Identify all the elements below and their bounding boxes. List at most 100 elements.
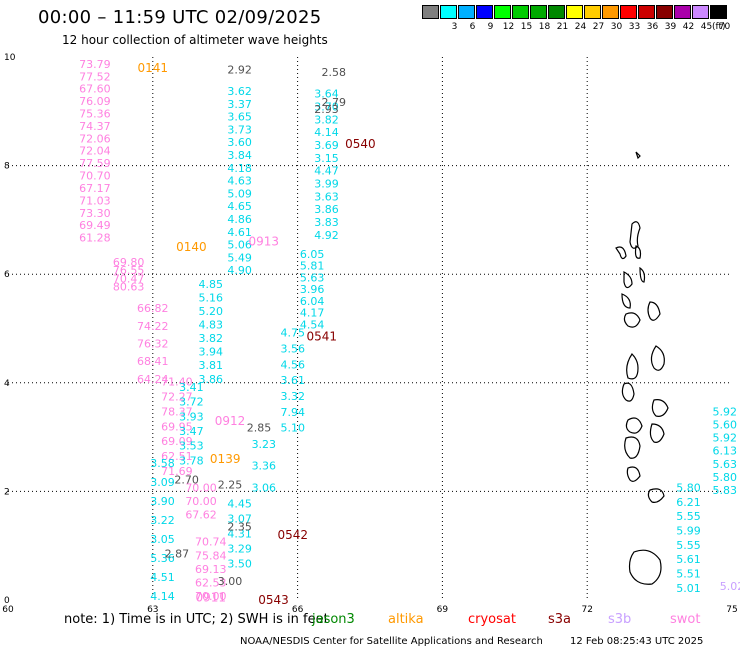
wave-height-value: 76.55: [113, 264, 145, 277]
wave-height-value: 70.47: [113, 272, 145, 285]
legend-swatch: [530, 5, 547, 19]
y-tick-label: 0: [4, 596, 10, 606]
wave-height-value: 4.18: [227, 162, 252, 175]
wave-height-value: 3.37: [227, 98, 252, 111]
legend-label: 30: [610, 22, 623, 32]
wave-height-value: 3.58: [150, 457, 175, 470]
wave-height-value: 64.24: [137, 373, 169, 386]
island-outline: [639, 266, 646, 283]
wave-height-value: 3.00: [218, 575, 243, 588]
wave-height-value: 3.82: [314, 113, 339, 126]
wave-height-value: 69.13: [195, 563, 227, 576]
wave-height-value: 3.81: [198, 359, 223, 372]
x-tick-label: 75: [726, 605, 737, 615]
satellite-name: cryosat: [468, 612, 516, 627]
wave-height-value: 4.47: [314, 165, 339, 178]
wave-height-value: 69.49: [79, 219, 111, 232]
island-outline: [624, 436, 641, 459]
wave-height-value: 4.83: [198, 319, 223, 332]
wave-height-value: 5.92: [713, 432, 738, 445]
island-outline: [623, 312, 641, 328]
wave-height-value: 6.05: [300, 248, 325, 261]
wave-height-value: 5.55: [676, 510, 701, 523]
wave-height-value: 3.61: [281, 374, 306, 387]
wave-height-value: 4.14: [150, 590, 175, 603]
legend-swatch: [584, 5, 601, 19]
wave-height-value: 5.16: [198, 291, 223, 304]
wave-height-value: 3.22: [150, 514, 175, 527]
coastline: [615, 151, 669, 585]
wave-height-value: 4.31: [227, 528, 252, 541]
wave-height-value: 4.65: [227, 200, 252, 213]
pass-time-label: 0540: [345, 137, 376, 151]
wave-height-value: 2.92: [227, 63, 252, 76]
wave-height-value: 3.90: [150, 495, 175, 508]
wave-height-value: 67.62: [185, 509, 217, 522]
wave-height-value: 5.63: [300, 271, 325, 284]
wave-height-value: 2.87: [165, 548, 190, 561]
wave-height-value: 5.61: [676, 553, 701, 566]
wave-height-value: 3.96: [300, 283, 325, 296]
wave-height-value: 3.86: [198, 373, 223, 386]
wave-height-value: 72.27: [161, 390, 193, 403]
wave-height-value: 70.00: [195, 590, 227, 603]
pass-time-label: 0911: [195, 590, 226, 604]
wave-height-value: 3.99: [314, 178, 339, 191]
wave-height-value: 3.73: [227, 123, 252, 136]
legend-label: 12: [502, 22, 515, 32]
wave-height-value: 2.70: [174, 473, 199, 486]
y-tick-label: 8: [4, 162, 10, 172]
wave-height-value: 3.64: [314, 88, 339, 101]
y-tick-label: 6: [4, 270, 10, 280]
wave-height-value: 6.13: [713, 445, 738, 458]
island-outline: [635, 151, 641, 160]
wave-height-value: 3.06: [252, 481, 277, 494]
wave-height-value: 2.85: [247, 422, 272, 435]
wave-height-value: 5.36: [150, 552, 175, 565]
wave-height-value: 62.51: [161, 450, 193, 463]
legend-label: 24: [574, 22, 587, 32]
legend-label: 3: [451, 22, 458, 32]
pass-time-label: 0543: [258, 593, 289, 607]
wave-height-value: 5.55: [676, 539, 701, 552]
wave-height-value: 4.51: [150, 571, 175, 584]
wave-height-value: 3.47: [179, 425, 204, 438]
island-outline: [615, 246, 627, 260]
wave-height-value: 5.10: [281, 422, 306, 435]
wave-height-value: 4.86: [227, 213, 252, 226]
legend-swatch: [566, 5, 583, 19]
wave-height-value: 71.69: [161, 465, 193, 478]
legend-label: 15: [520, 22, 533, 32]
legend-swatch: [710, 5, 727, 19]
wave-height-value: 3.07: [227, 513, 252, 526]
wave-height-value: 3.63: [314, 190, 339, 203]
wave-height-value: 5.60: [713, 419, 738, 432]
island-outline: [621, 293, 631, 309]
legend-label: 39: [664, 22, 677, 32]
satellite-name: swot: [670, 612, 701, 627]
island-outline: [647, 301, 661, 321]
wave-height-value: 71.40: [161, 376, 193, 389]
legend-label: 42: [682, 22, 695, 32]
legend-swatch: [458, 5, 475, 19]
wave-height-value: 3.53: [179, 440, 204, 453]
wave-height-value: 73.30: [79, 207, 111, 220]
x-tick-label: 66: [292, 605, 304, 615]
wave-height-value: 72.04: [79, 145, 111, 158]
wave-height-value: 5.49: [227, 251, 252, 264]
island-outline: [625, 417, 643, 434]
wave-height-value: 3.23: [252, 438, 277, 451]
wave-height-value: 5.06: [227, 239, 252, 252]
pass-time-label: 0542: [277, 528, 308, 542]
wave-height-value: 6.04: [300, 295, 325, 308]
legend-swatch: [620, 5, 637, 19]
wave-height-value: 3.36: [252, 460, 277, 473]
wave-height-value: 68.41: [137, 355, 169, 368]
chart-title: 00:00 – 11:59 UTC 02/09/2025: [38, 7, 322, 28]
legend-swatch: [656, 5, 673, 19]
wave-height-value: 61.28: [79, 232, 111, 245]
pass-time-label: 0541: [306, 330, 337, 344]
legend-label: 21: [556, 22, 569, 32]
island-outline: [628, 549, 662, 585]
